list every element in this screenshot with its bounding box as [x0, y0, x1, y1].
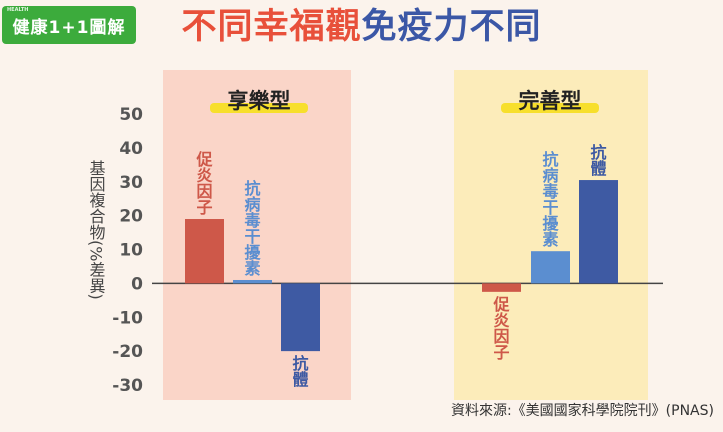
y-tick-label: -10: [112, 308, 143, 328]
bar-label: 促炎因子: [492, 295, 510, 362]
source-note: 資料來源:《美國國家科學院院刊》(PNAS): [450, 403, 714, 419]
title-part-2: 免疫力不同: [361, 7, 542, 47]
group-title-1: 享樂型: [228, 89, 291, 113]
bar: [233, 279, 272, 284]
bar-label: 抗病毒干擾素: [244, 179, 261, 278]
y-tick-label: -20: [112, 342, 143, 362]
bar-label: 抗病毒干擾素: [542, 150, 559, 249]
y-tick-label: 40: [119, 139, 143, 159]
y-tick-label: 10: [119, 241, 143, 261]
logo-text: 健康1+1圖解: [12, 17, 126, 38]
group-title-2: 完善型: [519, 89, 582, 113]
y-tick-label: 50: [119, 105, 143, 125]
bar-label: 抗體: [590, 143, 606, 178]
y-tick-label: -30: [112, 376, 143, 396]
title-part-1: 不同幸福觀: [181, 7, 362, 47]
bar-label: 抗體: [292, 354, 308, 389]
bar: [579, 180, 618, 284]
y-axis-label: 基因複合物(%差異): [87, 160, 106, 300]
group-title-highlight-1: [210, 103, 308, 113]
bar-label: 促炎因子: [195, 150, 213, 217]
bar: [281, 283, 320, 352]
bar: [482, 283, 521, 292]
y-tick-label: 0: [131, 274, 143, 294]
brand-logo: HEALTH 健康1+1圖解: [2, 6, 136, 44]
bar: [185, 219, 224, 284]
logo-small-text: HEALTH: [7, 7, 29, 13]
page-title: 不同幸福觀免疫力不同: [0, 2, 723, 52]
group-title-highlight-2: [501, 103, 599, 113]
y-tick-label: 30: [119, 173, 143, 193]
bar: [531, 251, 570, 284]
y-tick-label: 20: [119, 207, 143, 227]
